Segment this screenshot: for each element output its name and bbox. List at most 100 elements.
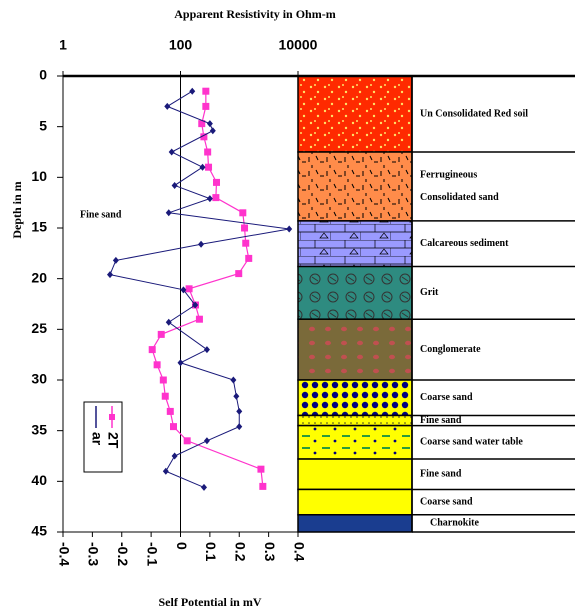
marker bbox=[186, 285, 193, 292]
marker bbox=[178, 359, 184, 366]
lithology-layer bbox=[298, 515, 412, 532]
lithology-layer bbox=[298, 426, 412, 459]
annotation: Fine sand bbox=[80, 209, 122, 220]
chart-title: Apparent Resistivity in Ohm-m bbox=[174, 7, 335, 21]
layer-label: Conglomerate bbox=[420, 344, 481, 355]
y-tick-label: 30 bbox=[31, 371, 47, 387]
series-line bbox=[110, 91, 289, 487]
legend-marker bbox=[109, 414, 115, 420]
marker bbox=[169, 149, 175, 156]
marker bbox=[162, 393, 169, 400]
y-tick-label: 5 bbox=[39, 117, 47, 133]
marker bbox=[107, 271, 113, 278]
x-tick-label: -0.2 bbox=[115, 542, 131, 566]
marker bbox=[245, 255, 252, 262]
marker bbox=[200, 164, 206, 171]
marker bbox=[201, 484, 207, 491]
marker bbox=[286, 226, 292, 233]
x-tick-label: 0.4 bbox=[291, 542, 307, 562]
layer-label: Grit bbox=[420, 287, 439, 298]
lithology-layer bbox=[298, 459, 412, 489]
marker bbox=[202, 88, 209, 95]
marker bbox=[257, 466, 264, 473]
lithology-layer bbox=[298, 319, 412, 380]
marker bbox=[212, 194, 219, 201]
layer-label: Coarse sand bbox=[420, 496, 473, 507]
marker bbox=[166, 319, 172, 326]
marker bbox=[164, 103, 170, 110]
marker bbox=[239, 209, 246, 216]
layer-label: Coarse sand water table bbox=[420, 437, 523, 448]
marker bbox=[167, 408, 174, 415]
marker bbox=[210, 127, 216, 134]
x2-tick-label: 100 bbox=[169, 37, 193, 53]
x-axis-title: Self Potential in mV bbox=[159, 595, 262, 609]
marker bbox=[160, 377, 167, 384]
marker bbox=[163, 468, 169, 475]
legend-label: ar bbox=[89, 432, 105, 446]
x-tick-label: -0.1 bbox=[144, 542, 160, 566]
lithology-layer bbox=[298, 221, 412, 267]
marker bbox=[172, 453, 178, 460]
marker bbox=[204, 346, 210, 353]
layer-label: Coarse sand bbox=[420, 392, 473, 403]
x-tick-label: 0.3 bbox=[262, 542, 278, 562]
marker bbox=[236, 408, 242, 415]
layer-label: Charnokite bbox=[430, 518, 479, 529]
marker bbox=[259, 483, 266, 490]
x2-tick-label: 1 bbox=[59, 37, 67, 53]
y-tick-label: 0 bbox=[39, 67, 47, 83]
marker bbox=[154, 361, 161, 368]
chart: Apparent Resistivity in Ohm-m Self Poten… bbox=[0, 0, 575, 613]
marker bbox=[213, 179, 220, 186]
lithology-layer bbox=[298, 267, 412, 320]
marker bbox=[205, 164, 212, 171]
marker bbox=[204, 149, 211, 156]
marker bbox=[189, 88, 195, 95]
y-tick-label: 45 bbox=[31, 523, 47, 539]
lithology-layer bbox=[298, 380, 412, 415]
marker bbox=[230, 377, 236, 384]
lithology-layer bbox=[298, 489, 412, 514]
x-tick-label: -0.4 bbox=[56, 542, 72, 566]
lithology-layer bbox=[298, 415, 412, 425]
legend-label: 2T bbox=[105, 432, 121, 449]
y-tick-label: 20 bbox=[31, 269, 47, 285]
layer-label: Un Consolidated Red soil bbox=[420, 108, 528, 119]
y-tick-label: 35 bbox=[31, 421, 47, 437]
x-tick-label: 0.1 bbox=[203, 542, 219, 562]
y-tick-label: 15 bbox=[31, 219, 47, 235]
layer-label: Consolidated sand bbox=[420, 192, 499, 203]
x-tick-label: 0 bbox=[174, 542, 190, 550]
lithology-layer bbox=[298, 152, 412, 221]
x-tick-label: 0.2 bbox=[233, 542, 249, 562]
marker bbox=[202, 103, 209, 110]
y-axis-title: Depth in m bbox=[10, 181, 24, 238]
marker bbox=[170, 423, 177, 430]
layer-label: Ferrugineous bbox=[420, 169, 477, 180]
marker bbox=[207, 195, 213, 202]
lithology-layer bbox=[298, 76, 412, 152]
marker bbox=[242, 240, 249, 247]
marker bbox=[236, 423, 242, 430]
marker bbox=[172, 182, 178, 189]
y-tick-label: 25 bbox=[31, 320, 47, 336]
y-tick-label: 10 bbox=[31, 168, 47, 184]
x2-tick-label: 10000 bbox=[279, 37, 318, 53]
layer-label: Fine sand bbox=[420, 469, 462, 480]
layer-label: Fine sand bbox=[420, 415, 462, 426]
x-tick-label: -0.3 bbox=[86, 542, 102, 566]
marker bbox=[235, 270, 242, 277]
marker bbox=[207, 120, 213, 127]
marker bbox=[196, 316, 203, 323]
marker bbox=[166, 209, 172, 216]
marker bbox=[198, 241, 204, 248]
marker bbox=[204, 437, 210, 444]
marker bbox=[158, 331, 165, 338]
layer-label: Calcareous sediment bbox=[420, 238, 509, 249]
marker bbox=[233, 393, 239, 400]
marker bbox=[113, 257, 119, 264]
y-tick-label: 40 bbox=[31, 472, 47, 488]
marker bbox=[184, 437, 191, 444]
marker bbox=[149, 346, 156, 353]
